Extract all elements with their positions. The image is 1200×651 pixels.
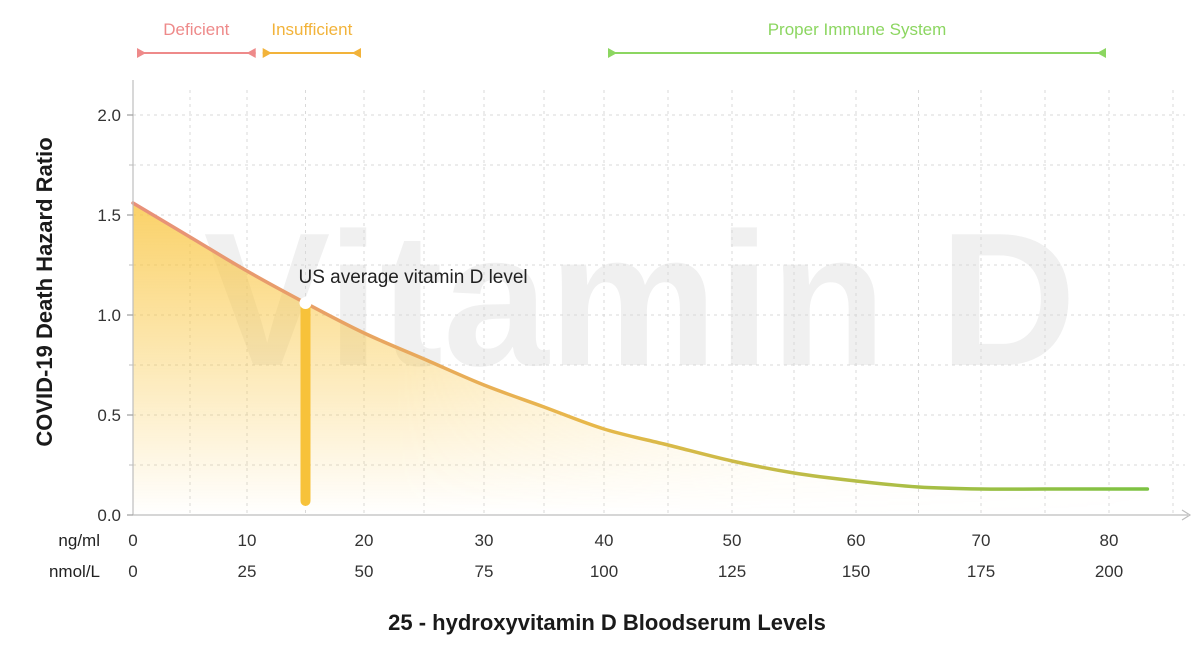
range-label: Proper Immune System (768, 20, 947, 39)
range-brackets: Deficient Insufficient Proper Immune Syste… (137, 20, 1106, 58)
range-label: Insufficient (271, 20, 352, 39)
range-arrow-start (137, 48, 146, 58)
x-tick-label: 20 (355, 531, 374, 550)
x-tick-label: 40 (595, 531, 614, 550)
x-tick-label: 150 (842, 562, 870, 581)
range-label: Deficient (163, 20, 229, 39)
us-average-dot (299, 297, 312, 309)
x-axis-title: 25 - hydroxyvitamin D Bloodserum Levels (388, 610, 826, 635)
x-tick-label: 125 (718, 562, 746, 581)
area-layer (131, 201, 1150, 515)
x-unit-label: ng/ml (58, 531, 100, 550)
range-arrow-start (262, 48, 272, 58)
x-tick-label: 75 (475, 562, 494, 581)
x-tick-label: 0 (128, 562, 137, 581)
x-tick-label: 30 (475, 531, 494, 550)
x-tick-label: 50 (723, 531, 742, 550)
x-axis-arrow (1181, 509, 1192, 521)
axes (127, 80, 1192, 521)
range-arrow-end (1097, 48, 1106, 58)
area-fill (133, 203, 1148, 515)
x-tick-label: 10 (238, 531, 257, 550)
y-axis-title: COVID-19 Death Hazard Ratio (32, 137, 57, 446)
range-arrow-end (352, 48, 361, 58)
y-tick-label: 1.0 (97, 306, 121, 325)
x-tick-label: 25 (238, 562, 257, 581)
y-tick-label: 2.0 (97, 106, 121, 125)
y-tick-label: 1.5 (97, 206, 121, 225)
range-arrow-end (246, 48, 256, 58)
x-tick-label: 175 (967, 562, 995, 581)
marker-layer: US average vitamin D level (299, 267, 528, 506)
x-tick-label: 60 (847, 531, 866, 550)
y-tick-label: 0.0 (97, 506, 121, 525)
x-unit-label: nmol/L (49, 562, 100, 581)
range-arrow-start (608, 48, 617, 58)
tick-labels: 0.0 0.5 1.0 1.5 2.0 ng/ml 0 10 20 30 40 50 60 70 80 nmo… (49, 106, 1123, 581)
x-tick-label: 100 (590, 562, 618, 581)
x-tick-label: 80 (1100, 531, 1119, 550)
x-tick-label: 70 (972, 531, 991, 550)
x-tick-label: 200 (1095, 562, 1123, 581)
x-tick-label: 50 (355, 562, 374, 581)
us-average-annotation: US average vitamin D level (299, 267, 528, 288)
hazard-curve (131, 201, 1150, 491)
x-tick-label: 0 (128, 531, 137, 550)
y-tick-label: 0.5 (97, 406, 121, 425)
